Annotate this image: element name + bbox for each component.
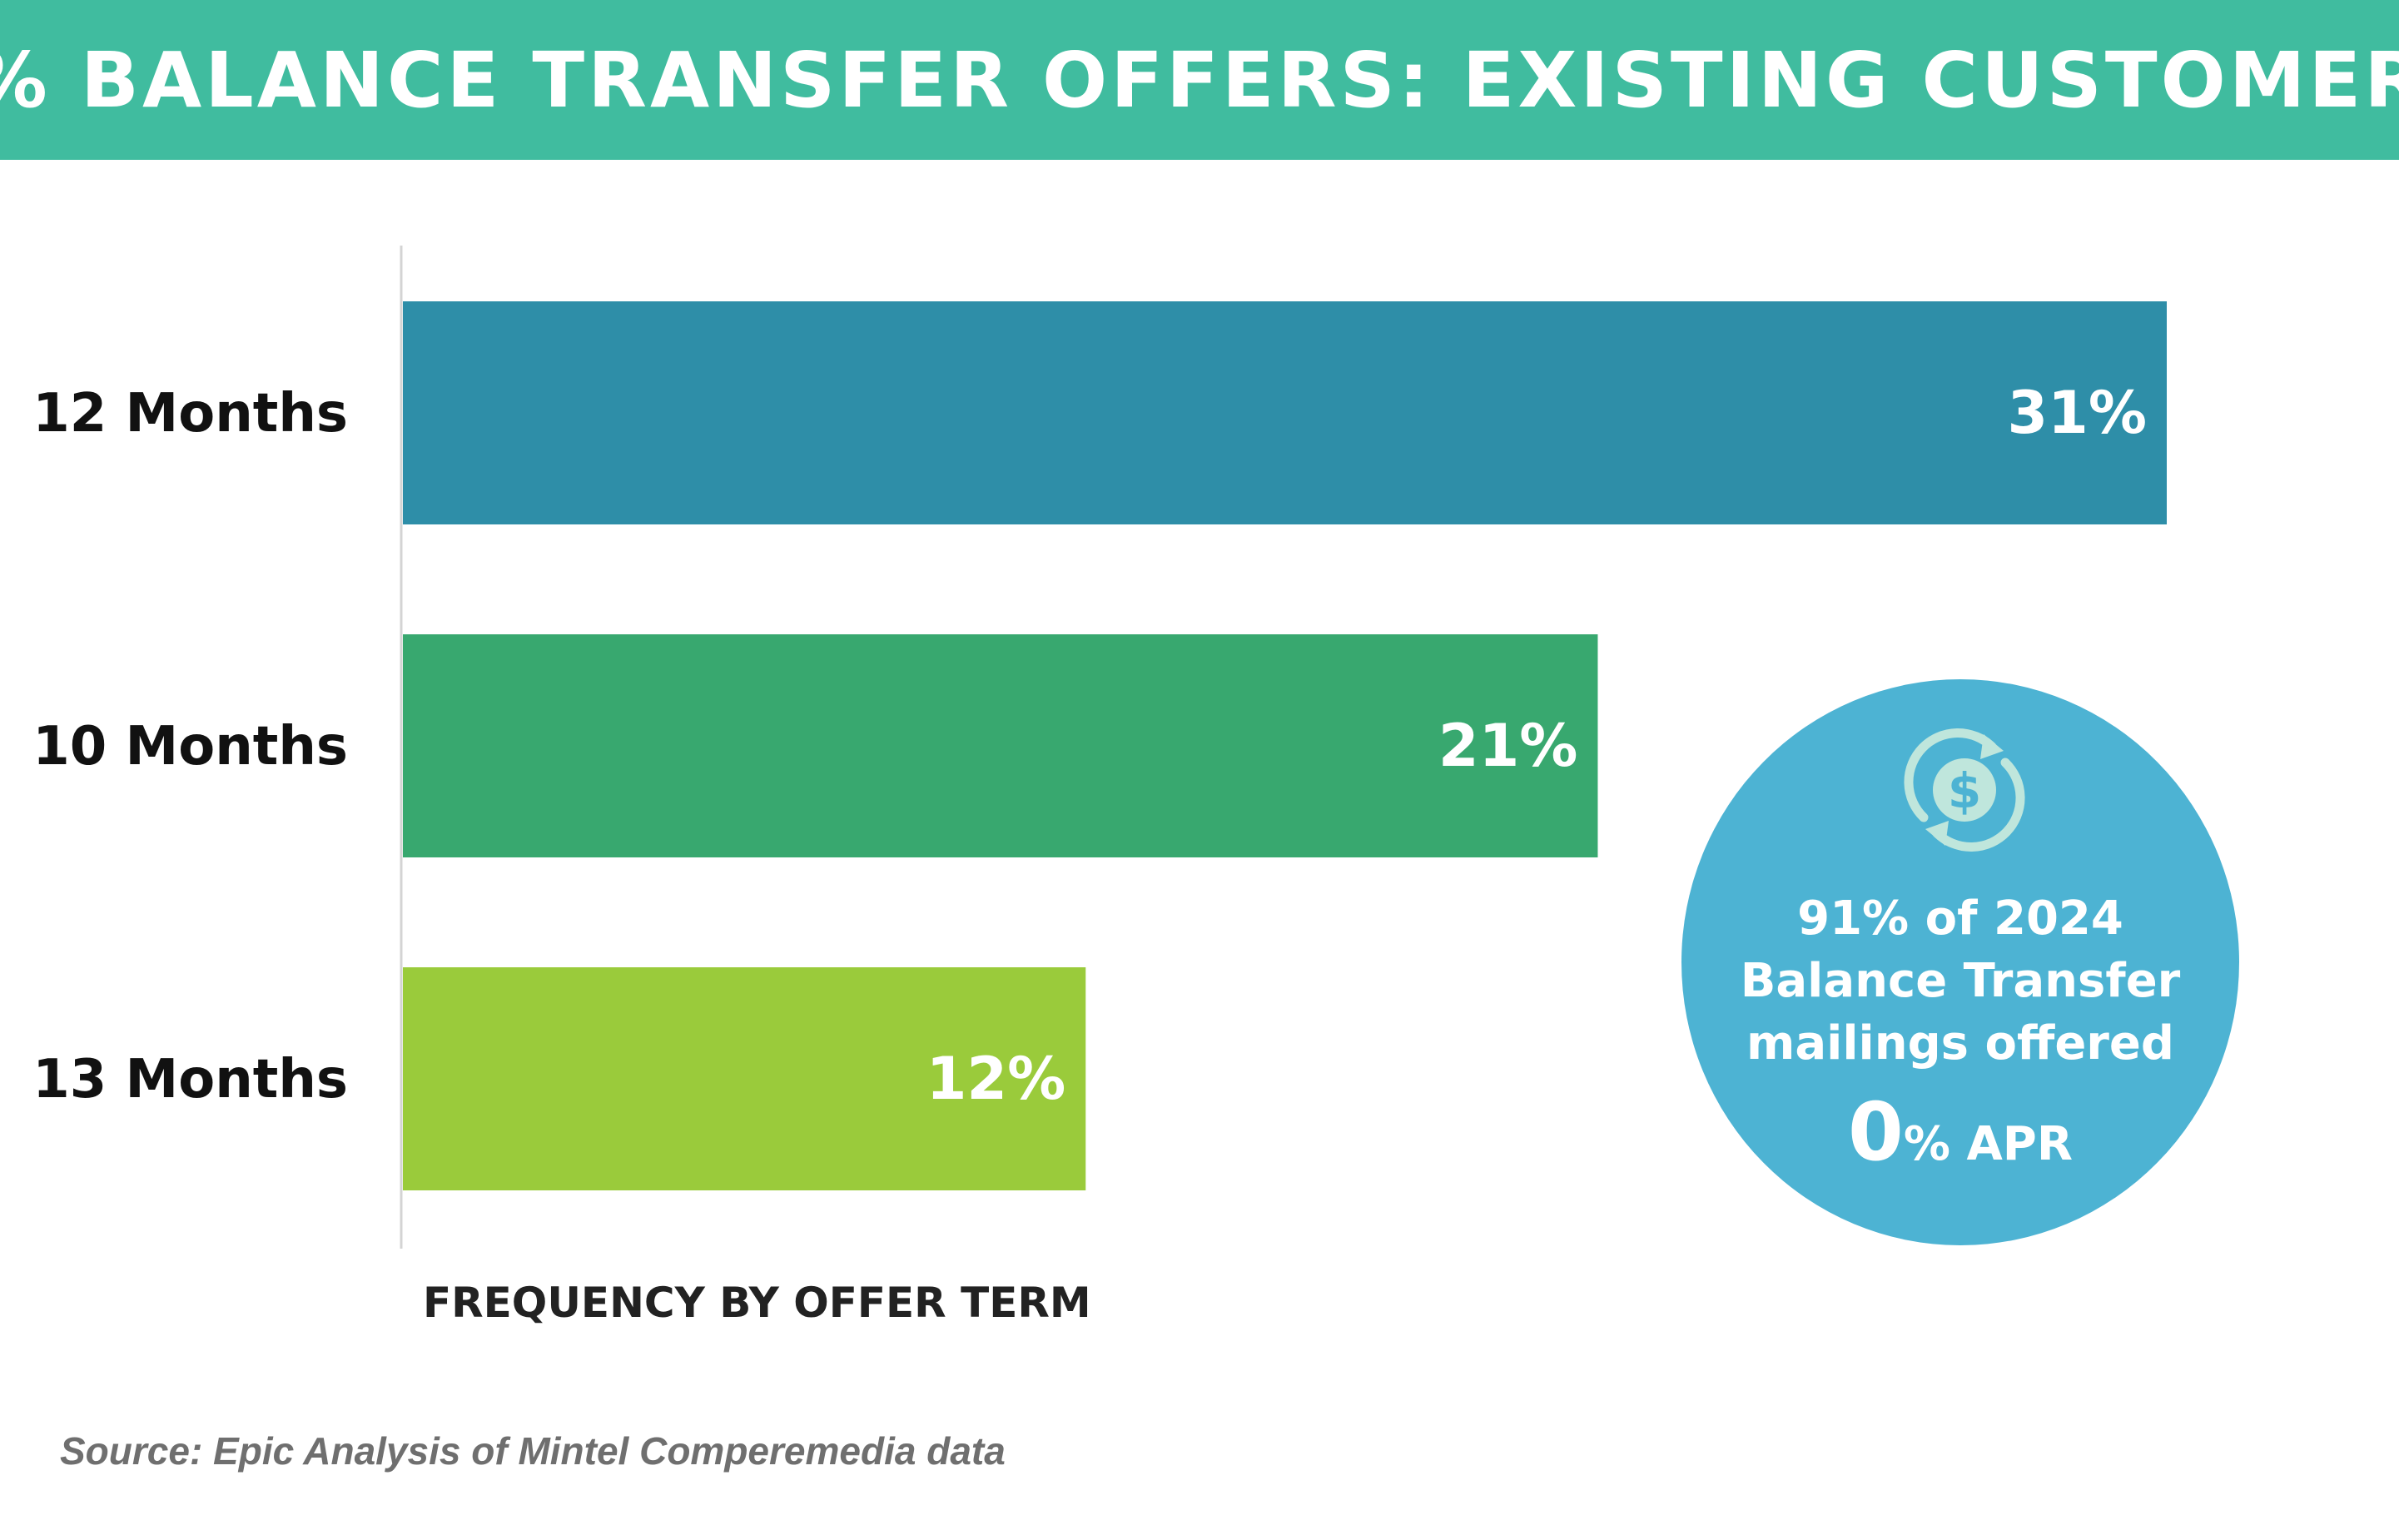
svg-text:$: $	[1948, 763, 1981, 819]
bar-12-months	[403, 301, 2167, 524]
x-axis-title: FREQUENCY BY OFFER TERM	[423, 1279, 1091, 1327]
callout-text: 91% of 2024 Balance Transfer mailings of…	[1740, 892, 2181, 1071]
callout-apr: 0% APR	[1715, 1085, 2206, 1179]
bar-13-months	[403, 967, 1086, 1190]
category-label: 12 Months	[32, 383, 348, 445]
category-label: 13 Months	[32, 1049, 348, 1110]
dollar-cycle-icon: $	[1904, 728, 2025, 852]
bar-value-label: 31%	[2007, 379, 2147, 447]
category-label: 10 Months	[32, 716, 348, 777]
bars: 12 Months 31% 10 Months 21% 13 Months 12%	[32, 301, 2167, 1190]
bar-value-label: 21%	[1438, 712, 1578, 780]
bar-value-label: 12%	[926, 1045, 1066, 1113]
header-banner: 0% BALANCE TRANSFER OFFERS: EXISTING CUS…	[0, 0, 2399, 160]
source-note: Source: Epic Analysis of Mintel Comperem…	[60, 1429, 1006, 1473]
apr-callout-circle: $ 91% of 2024 Balance Transfer mailings …	[1681, 679, 2239, 1245]
bar-10-months	[403, 634, 1598, 857]
apr-suffix: % APR	[1903, 1117, 2073, 1171]
apr-value: 0	[1848, 1085, 1904, 1179]
page-title: 0% BALANCE TRANSFER OFFERS: EXISTING CUS…	[0, 35, 2399, 125]
